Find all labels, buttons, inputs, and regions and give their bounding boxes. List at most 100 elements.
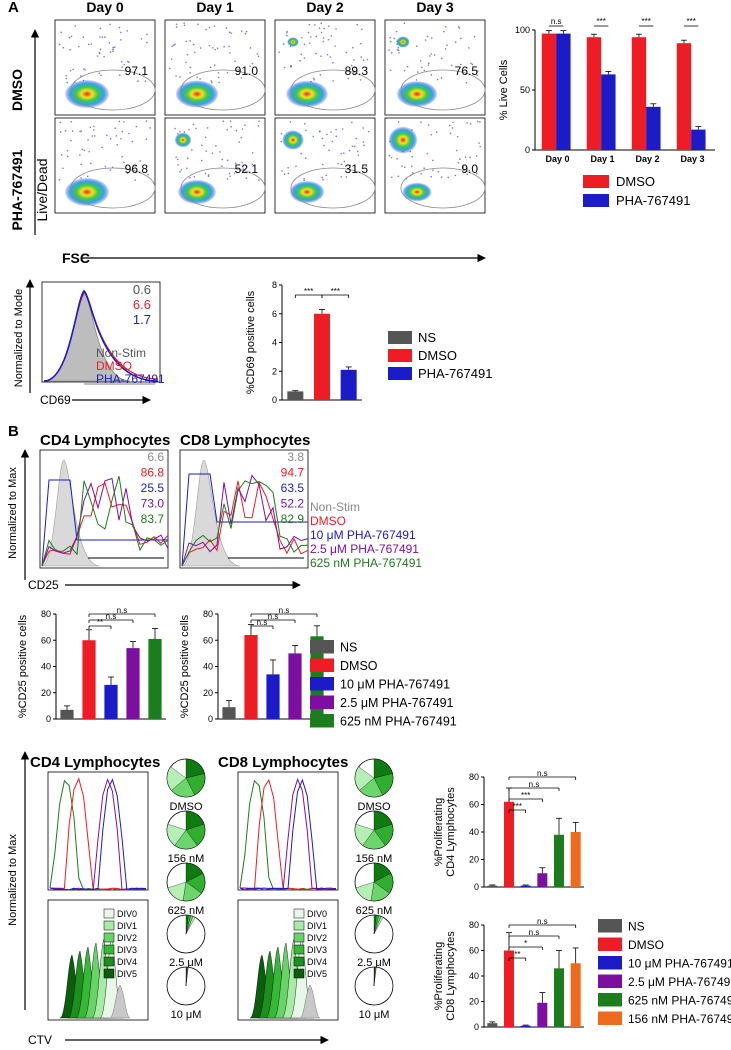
cd69-pha-trace xyxy=(43,289,159,382)
flow-dot xyxy=(208,26,211,29)
flow-dot xyxy=(430,37,433,39)
flow-dot xyxy=(345,176,348,178)
flow-dot xyxy=(421,66,423,69)
flow-dot xyxy=(222,120,225,123)
flow-dot xyxy=(228,31,231,34)
hist-value-3: 73.0 xyxy=(141,497,165,511)
pie-cd8-1: 156 nM xyxy=(354,810,394,865)
flow-dot xyxy=(245,30,248,33)
flow-dot xyxy=(79,154,81,156)
flow-dot xyxy=(257,55,260,58)
flow-dot xyxy=(86,175,89,178)
sig-label: *** xyxy=(596,17,605,26)
cd25-legend-4: 625 nM PHA-767491 xyxy=(310,556,422,570)
flow-dot xyxy=(108,42,111,44)
flow-dot xyxy=(225,27,228,29)
bar-DMSO-Day 1 xyxy=(586,37,602,151)
flow-dot xyxy=(126,60,129,63)
flow-dot xyxy=(415,79,418,81)
flow-dot xyxy=(326,133,328,136)
flow-dot xyxy=(123,64,125,66)
flow-dot xyxy=(321,137,324,140)
bar-4 xyxy=(148,638,162,719)
flow-dot xyxy=(134,179,137,181)
live-population-blob xyxy=(286,80,328,108)
div-label-5: DIV5 xyxy=(117,969,137,979)
flow-dot xyxy=(347,77,350,80)
flow-dot xyxy=(218,81,220,84)
hist-value-1: 94.7 xyxy=(281,466,305,480)
x-tick-label: Day 0 xyxy=(545,154,569,164)
bar-5 xyxy=(570,832,581,887)
cd25-legend-3: 2.5 μM PHA-767491 xyxy=(310,542,419,556)
flow-dot xyxy=(427,124,430,126)
flow-dot xyxy=(318,27,321,29)
cd25-bar-legend: NS DMSO 10 μM PHA-767491 2.5 μM PHA-767491 6… xyxy=(310,640,457,729)
flow-dot xyxy=(241,161,244,164)
flow-dot xyxy=(196,76,198,79)
flow-dot xyxy=(217,72,220,74)
pie-label: DMSO xyxy=(358,801,391,813)
flow-dot xyxy=(68,36,71,39)
dead-population-blob xyxy=(287,37,299,47)
flow-dot xyxy=(199,78,201,80)
flow-dot xyxy=(295,165,297,168)
div-label-3: DIV3 xyxy=(307,945,327,955)
bar-3 xyxy=(537,1002,548,1027)
flow-dot xyxy=(59,131,62,133)
flow-dot xyxy=(229,120,232,122)
flow-dot xyxy=(74,25,77,27)
flow-dot xyxy=(309,36,312,38)
flow-dot xyxy=(143,73,146,76)
flow-dot xyxy=(452,121,454,124)
flow-dot xyxy=(359,79,362,81)
flow-dot xyxy=(221,165,223,167)
live-gate xyxy=(400,167,486,209)
flow-dot xyxy=(139,160,142,162)
cd8-title-top: CD8 Lymphocytes xyxy=(180,432,310,449)
flow-dot xyxy=(109,51,112,54)
flow-plot-r0-c1: 91.0 xyxy=(164,19,266,116)
flow-dot xyxy=(99,27,102,30)
row-label-dmso: DMSO xyxy=(9,69,25,111)
flow-dot xyxy=(468,169,471,172)
sig-label: n.s xyxy=(537,917,548,926)
flow-dot xyxy=(287,166,289,169)
flow-dot xyxy=(406,65,409,68)
legend-swatch-2 xyxy=(388,367,412,380)
bar-2 xyxy=(340,369,357,400)
flow-dot xyxy=(82,36,85,39)
flow-dot xyxy=(303,57,306,59)
cd25-xlabel: CD25 xyxy=(28,578,59,592)
bar-DMSO-Day 2 xyxy=(631,37,647,151)
flow-dot xyxy=(113,46,116,48)
flow-dot xyxy=(430,175,433,178)
sig-label: n.s xyxy=(279,606,290,615)
flow-dot xyxy=(219,151,221,153)
y-tick-label: 80 xyxy=(469,772,479,782)
bar-PHA-767491-Day 3 xyxy=(691,129,706,150)
flow-dot xyxy=(397,175,400,178)
legend-label-1: DMSO xyxy=(340,659,378,673)
legend-swatch-2 xyxy=(310,677,334,691)
flow-dot xyxy=(80,177,82,179)
flow-dot xyxy=(121,66,123,69)
bar-DMSO-Day 0 xyxy=(541,33,557,150)
prolif-legend: NS DMSO 10 μM PHA-767491 2.5 μM PHA-767491 6… xyxy=(598,919,731,1026)
flow-dot xyxy=(440,176,443,178)
flow-dot xyxy=(183,131,186,133)
y-tick-label: 0 xyxy=(474,1022,479,1032)
flow-dot xyxy=(447,176,449,179)
flow-dot xyxy=(335,135,338,138)
flow-plot-r1-c2: 31.5 xyxy=(274,117,376,214)
flow-dot xyxy=(149,127,151,129)
cd4-prolif-chart: 0 20 40 60 80 %Proliferating CD4 Lymphocytes **… xyxy=(433,769,584,892)
flow-dot xyxy=(349,164,351,166)
flow-dot xyxy=(327,38,330,41)
pie-cd4-2: 625 nM xyxy=(166,862,206,917)
flow-dot xyxy=(403,22,406,24)
y-tick-label: 40 xyxy=(41,662,51,672)
flow-dot xyxy=(308,42,311,44)
flow-dot xyxy=(466,173,469,176)
